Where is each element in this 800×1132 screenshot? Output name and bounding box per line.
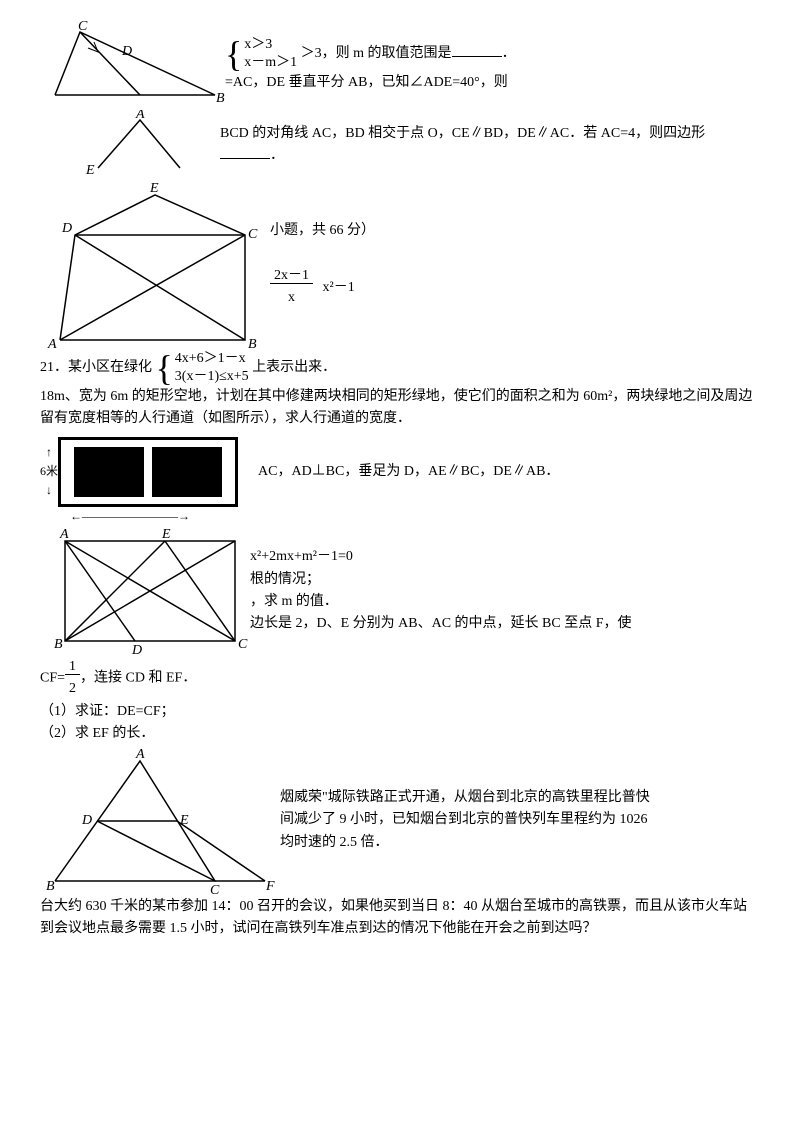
svg-text:E: E: [149, 181, 159, 196]
svg-text:B: B: [46, 879, 55, 894]
triangle-cdb-figure: C D B: [40, 20, 225, 110]
width-arrow: ←————————→: [70, 507, 760, 526]
svg-text:D: D: [81, 813, 92, 828]
label-c: C: [78, 20, 88, 34]
text-2: BCD 的对角线 AC，BD 相交于点 O，CE∥BD，DE∥AC．若 AC=4…: [220, 123, 760, 168]
svg-text:E: E: [179, 813, 189, 828]
label-b: B: [216, 91, 225, 106]
height-label: ↑6米↓: [40, 443, 58, 501]
svg-text:E: E: [85, 163, 95, 178]
rect-diagram: [58, 437, 238, 507]
final-para: 台大约 630 千米的某市参加 14：00 召开的会议，如果他买到当日 8：40…: [40, 896, 760, 941]
text-3: 小题，共 66 分） 2x－1x x²－1: [270, 220, 760, 310]
svg-text:A: A: [59, 527, 69, 542]
text-1: {x＞3x－m＞1 ＞3，则 m 的取值范围是． =AC，DE 垂直平分 AB，…: [225, 36, 760, 94]
svg-text:E: E: [161, 527, 171, 542]
svg-text:C: C: [238, 637, 248, 652]
rect-dc-figure: E D C A B: [40, 180, 270, 350]
svg-text:A: A: [135, 110, 145, 122]
lines-cf: CF=12，连接 CD 和 EF． （1）求证：DE=CF； （2）求 EF 的…: [40, 656, 760, 746]
block-4: A E B D C x²+2mx+m²－1=0 根的情况； ，求 m 的值． 边…: [40, 526, 760, 656]
svg-text:B: B: [54, 637, 63, 652]
label-d: D: [121, 44, 132, 59]
svg-text:F: F: [265, 879, 275, 894]
svg-text:C: C: [248, 227, 258, 242]
svg-text:D: D: [131, 643, 142, 656]
svg-text:B: B: [248, 337, 257, 350]
text-5: AC，AD⊥BC，垂足为 D，AE∥BC，DE∥AB．: [258, 461, 760, 483]
rect-aebc-figure: A E B D C: [40, 526, 250, 656]
problem-21: 21．某小区在绿化 {4x+6＞1－x3(x－1)≤x+5 上表示出来． 18m…: [40, 350, 760, 431]
text-6: x²+2mx+m²－1=0 根的情况； ，求 m 的值． 边长是 2，D、E 分…: [250, 546, 760, 636]
block-2: A E BCD 的对角线 AC，BD 相交于点 O，CE∥BD，DE∥AC．若 …: [40, 110, 760, 180]
block-1: C D B {x＞3x－m＞1 ＞3，则 m 的取值范围是． =AC，DE 垂直…: [40, 20, 760, 110]
block-5: A D E B C F 烟威荣"城际铁路正式开通，从烟台到北京的高铁里程比普快 …: [40, 746, 760, 896]
svg-text:D: D: [61, 221, 72, 236]
block-3: E D C A B 小题，共 66 分） 2x－1x x²－1: [40, 180, 760, 350]
block-rect: ↑6米↓ AC，AD⊥BC，垂足为 D，AE∥BC，DE∥AB．: [40, 437, 760, 507]
svg-text:A: A: [135, 747, 145, 762]
triangle-ae-figure: A E: [80, 110, 220, 180]
triangle-adebcf-figure: A D E B C F: [40, 746, 280, 896]
svg-text:A: A: [47, 337, 57, 350]
text-7: 烟威荣"城际铁路正式开通，从烟台到北京的高铁里程比普快 间减少了 9 小时，已知…: [280, 787, 760, 854]
svg-text:C: C: [210, 883, 220, 896]
